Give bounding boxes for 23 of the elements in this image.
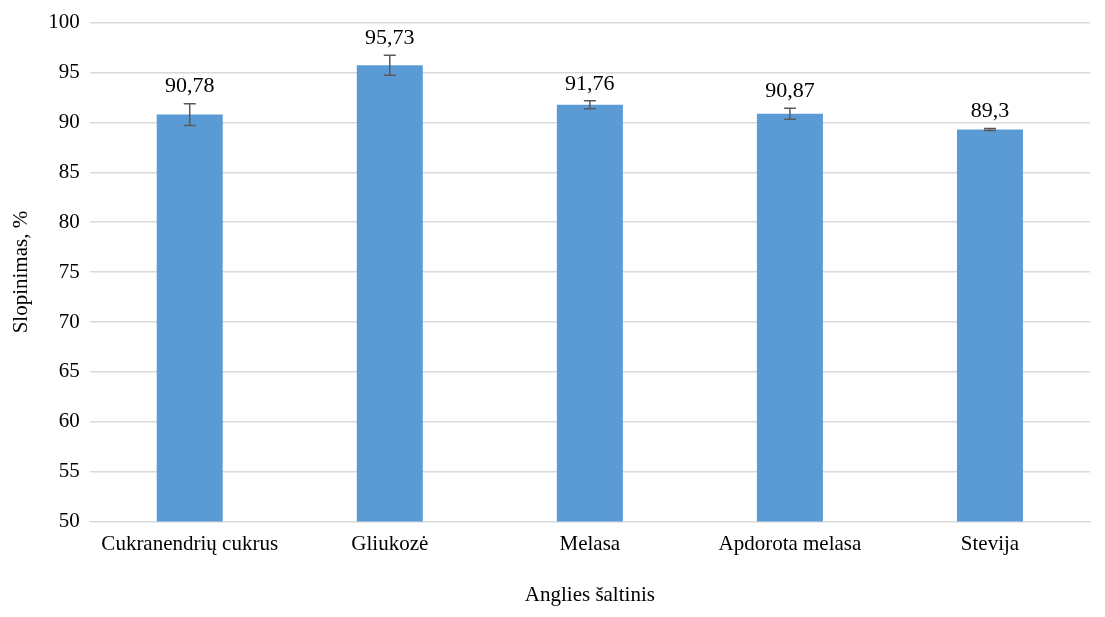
x-tick-label: Melasa xyxy=(559,530,621,555)
y-tick-label: 95 xyxy=(58,59,80,84)
x-tick-label: Apdorota melasa xyxy=(718,530,863,555)
y-tick-label: 90 xyxy=(58,108,80,133)
x-tick-label: Gliukozė xyxy=(351,530,429,555)
y-tick-label: 80 xyxy=(58,208,80,233)
data-label: 95,73 xyxy=(365,24,415,50)
y-tick-label: 55 xyxy=(58,458,80,483)
y-tick-label: 65 xyxy=(58,358,80,383)
data-label: 89,3 xyxy=(970,97,1010,123)
y-tick-label: 60 xyxy=(58,408,80,433)
y-tick-label: 75 xyxy=(58,258,80,283)
data-label: 90,78 xyxy=(164,72,215,98)
y-tick-label: 100 xyxy=(48,9,80,34)
data-label: 90,87 xyxy=(765,77,815,103)
x-tick-label: Cukranendrių cukrus xyxy=(101,530,279,555)
y-tick-label: 50 xyxy=(58,508,80,533)
data-label: 91,76 xyxy=(565,69,615,95)
x-tick-label: Stevija xyxy=(960,530,1020,555)
y-axis-title: Slopinimas, % xyxy=(8,210,33,334)
x-axis-title: Anglies šaltinis xyxy=(524,581,655,606)
y-tick-label: 70 xyxy=(58,308,80,333)
y-tick-label: 85 xyxy=(58,158,80,183)
